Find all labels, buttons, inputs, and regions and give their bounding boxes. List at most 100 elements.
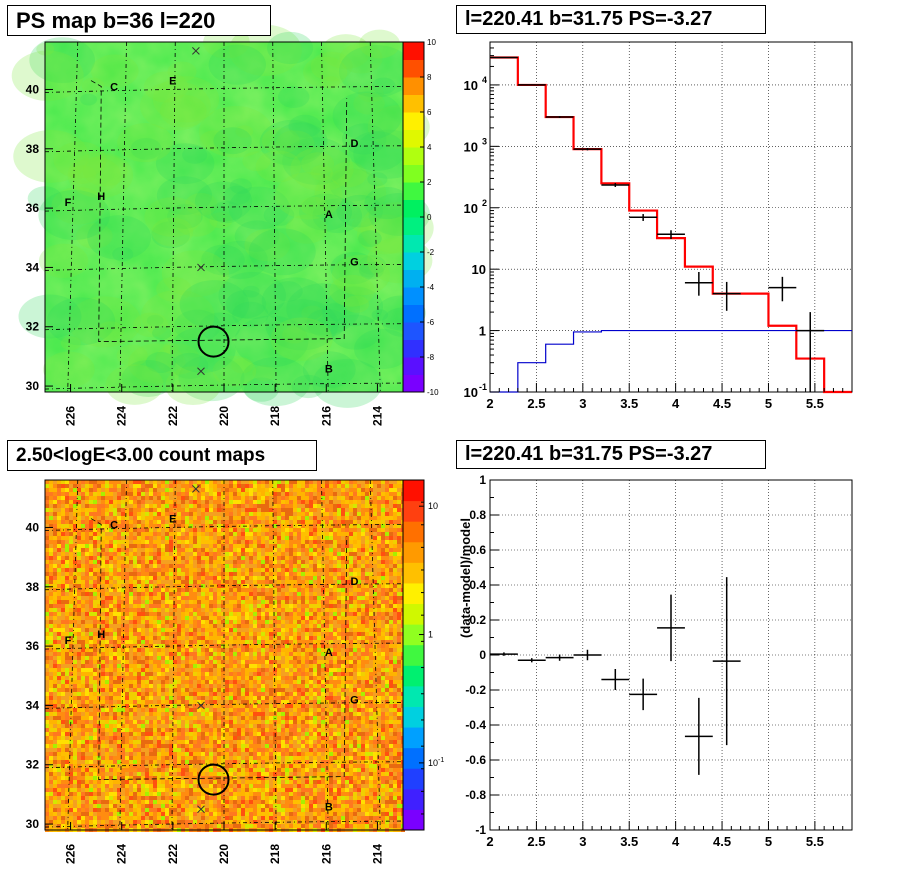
count-map-pixel (277, 588, 281, 592)
count-map-pixel (81, 540, 85, 544)
count-map-pixel (357, 596, 361, 600)
count-map-pixel (225, 596, 229, 600)
count-map-pixel (225, 552, 229, 556)
count-map-pixel (257, 528, 261, 532)
count-map-pixel (221, 556, 225, 560)
count-map-pixel (109, 560, 113, 564)
count-map-pixel (193, 540, 197, 544)
count-map-pixel (341, 516, 345, 520)
count-map-pixel (77, 632, 81, 636)
count-map-pixel (237, 492, 241, 496)
count-map-pixel (169, 632, 173, 636)
count-map-pixel (257, 676, 261, 680)
count-map-pixel (209, 656, 213, 660)
count-map-pixel (169, 552, 173, 556)
count-map-pixel (317, 520, 321, 524)
count-map-pixel (129, 680, 133, 684)
count-map-pixel (117, 536, 121, 540)
count-map-pixel (89, 624, 93, 628)
count-map-pixel (105, 576, 109, 580)
count-map-pixel (153, 512, 157, 516)
count-map-pixel (213, 504, 217, 508)
count-map-pixel (181, 616, 185, 620)
count-map-pixel (45, 656, 49, 660)
count-map-pixel (261, 500, 265, 504)
count-map-pixel (209, 548, 213, 552)
count-map-pixel (309, 528, 313, 532)
ps-map-blob (235, 125, 254, 138)
count-map-pixel (305, 572, 309, 576)
count-map-pixel (313, 648, 317, 652)
ps-map-blob (367, 172, 388, 187)
count-map-pixel (353, 656, 357, 660)
count-map-pixel (337, 488, 341, 492)
count-map-pixel (381, 640, 385, 644)
count-map-pixel (337, 668, 341, 672)
count-map-pixel (373, 556, 377, 560)
count-map-pixel (89, 508, 93, 512)
count-map-pixel (341, 588, 345, 592)
count-map-pixel (293, 572, 297, 576)
count-map-pixel (329, 496, 333, 500)
count-map-pixel (301, 568, 305, 572)
count-map-pixel (249, 676, 253, 680)
count-map-pixel (233, 676, 237, 680)
ps-map-blob (179, 280, 250, 329)
count-map-pixel (305, 636, 309, 640)
count-map-pixel (317, 680, 321, 684)
count-map-pixel (201, 580, 205, 584)
count-map-pixel (325, 640, 329, 644)
count-map-pixel (369, 612, 373, 616)
count-map-pixel (381, 616, 385, 620)
count-map-pixel (149, 640, 153, 644)
count-map-pixel (201, 484, 205, 488)
count-map-pixel (365, 540, 369, 544)
count-map-pixel (309, 504, 313, 508)
count-map-pixel (173, 548, 177, 552)
count-map-pixel (69, 524, 73, 528)
count-map-pixel (289, 564, 293, 568)
ps-map-blob (339, 43, 383, 74)
ps-map-blob (151, 221, 190, 249)
count-map-pixel (249, 528, 253, 532)
count-map-pixel (109, 640, 113, 644)
count-map-pixel (217, 536, 221, 540)
count-map-pixel (65, 540, 69, 544)
count-map-pixel (277, 592, 281, 596)
count-map-pixel (69, 576, 73, 580)
count-map-pixel (173, 544, 177, 548)
count-map-pixel (61, 592, 65, 596)
count-map-pixel (257, 512, 261, 516)
count-map-pixel (137, 664, 141, 668)
count-map-pixel (397, 492, 401, 496)
count-map-pixel (145, 620, 149, 624)
count-map-pixel (249, 668, 253, 672)
count-map-pixel (229, 668, 233, 672)
count-map-pixel (65, 612, 69, 616)
count-map-pixel (381, 496, 385, 500)
count-map-pixel (105, 592, 109, 596)
count-map-pixel (381, 484, 385, 488)
count-map-pixel (353, 588, 357, 592)
count-map-pixel (305, 592, 309, 596)
count-map-pixel (273, 612, 277, 616)
count-map-pixel (53, 600, 57, 604)
count-map-pixel (277, 620, 281, 624)
count-map-pixel (85, 640, 89, 644)
count-map-pixel (53, 644, 57, 648)
ps-map-blob (278, 85, 310, 108)
count-map-pixel (93, 488, 97, 492)
ps-map-blob (330, 314, 381, 350)
count-map-pixel (297, 672, 301, 676)
count-map-pixel (253, 484, 257, 488)
count-map-pixel (117, 516, 121, 520)
count-map-pixel (45, 532, 49, 536)
count-map-pixel (369, 624, 373, 628)
ps-map-blob (329, 168, 377, 202)
count-map-pixel (153, 544, 157, 548)
count-map-pixel (49, 612, 53, 616)
count-map-pixel (189, 604, 193, 608)
count-map-pixel (237, 664, 241, 668)
count-map-pixel (173, 504, 177, 508)
count-map-pixel (385, 572, 389, 576)
